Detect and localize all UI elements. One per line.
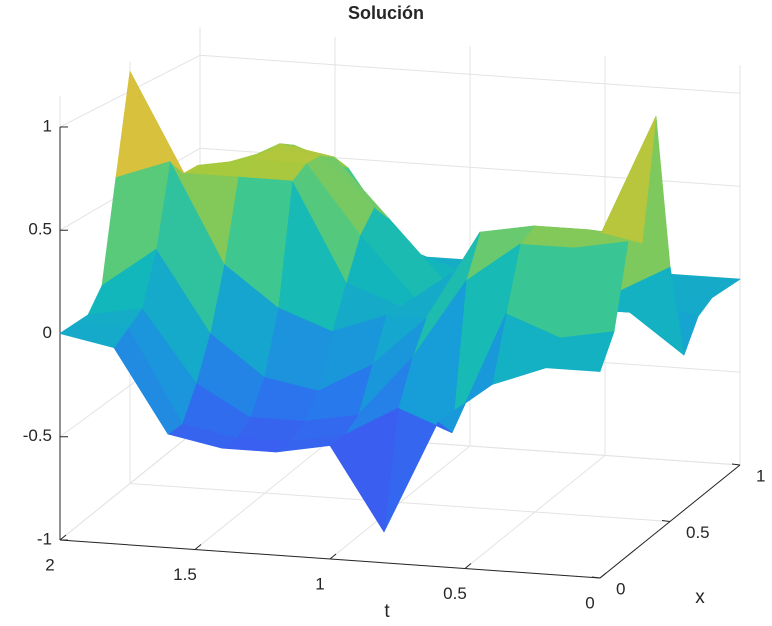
t-tick-label: 0 xyxy=(585,593,594,612)
surface-patch xyxy=(115,71,185,178)
t-tick-label: 1 xyxy=(315,574,324,593)
tick-mark xyxy=(194,544,202,550)
chart-title: Solución xyxy=(348,3,424,23)
t-tick-label: 1.5 xyxy=(173,565,197,584)
grid-line xyxy=(129,483,671,522)
tick-mark xyxy=(464,563,472,569)
grid-line xyxy=(199,54,741,94)
x-axis-label: x xyxy=(695,587,705,608)
tick-mark xyxy=(661,520,671,522)
grid-line xyxy=(59,426,201,541)
t-tick-label: 0.5 xyxy=(443,584,467,603)
surface-patch xyxy=(59,323,129,349)
z-tick-label: -0.5 xyxy=(23,426,52,445)
tick-mark xyxy=(599,572,607,579)
x-tick-label: 0.5 xyxy=(686,523,710,542)
tick-mark xyxy=(329,553,337,560)
x-tick-label: 1 xyxy=(756,466,765,485)
x-tick-label: 0 xyxy=(616,579,625,598)
t-tick-label: 2 xyxy=(45,555,54,574)
z-tick-label: -1 xyxy=(37,529,52,548)
z-tick-label: 1 xyxy=(43,116,52,135)
z-tick-label: 0.5 xyxy=(28,220,52,239)
tick-mark xyxy=(591,576,601,579)
tick-mark xyxy=(731,463,741,466)
tick-mark xyxy=(59,534,67,541)
z-tick-label: 0 xyxy=(43,323,52,342)
t-axis-label: t xyxy=(384,601,390,622)
